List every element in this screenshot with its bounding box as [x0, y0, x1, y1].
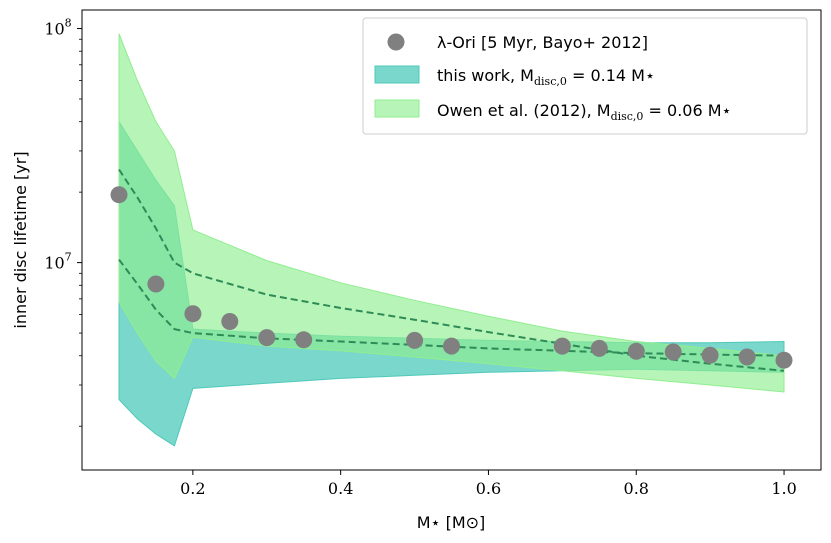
- data-point: [258, 329, 276, 347]
- legend: λ-Ori [5 Myr, Bayo+ 2012] this work, Mdi…: [362, 17, 808, 135]
- data-point: [775, 351, 793, 369]
- data-point: [701, 346, 719, 364]
- legend-swatch-owen: [374, 99, 420, 118]
- legend-label-owen: Owen et al. (2012), Mdisc,0 = 0.06 M⋆: [437, 101, 732, 123]
- legend-label-observed: λ-Ori [5 Myr, Bayo+ 2012]: [437, 33, 648, 52]
- data-point: [221, 313, 239, 330]
- band-owen: [118, 33, 785, 393]
- x-tick-label: 0.6: [476, 479, 501, 498]
- data-point: [627, 342, 645, 360]
- data-point: [295, 331, 313, 349]
- data-point: [553, 337, 571, 355]
- legend-swatch-this-work: [374, 65, 420, 84]
- y-tick-label: 107: [44, 251, 71, 273]
- x-tick-label: 0.2: [180, 479, 205, 498]
- y-axis-label: inner disc lifetime [yr]: [11, 151, 30, 328]
- data-points-layer: [110, 186, 793, 369]
- legend-label-this-work: this work, Mdisc,0 = 0.14 M⋆: [437, 66, 655, 88]
- bands-layer: [118, 33, 785, 447]
- y-tick-label: 108: [44, 17, 71, 39]
- data-point: [590, 339, 608, 357]
- data-point: [184, 305, 202, 323]
- data-point: [738, 348, 756, 366]
- y-axis-ticks: 107 108: [44, 17, 82, 427]
- x-tick-label: 0.8: [624, 479, 649, 498]
- legend-marker-observed: [387, 33, 405, 51]
- plot-frame: [81, 9, 822, 471]
- data-point: [147, 275, 165, 293]
- x-axis-label: M⋆ [M⊙]: [417, 513, 486, 532]
- x-tick-label: 1.0: [771, 479, 796, 498]
- data-point: [406, 331, 424, 349]
- median-line-2: [118, 168, 785, 372]
- x-axis-ticks: 0.2 0.4 0.6 0.8 1.0: [180, 470, 797, 498]
- legend-frame: [362, 17, 808, 135]
- x-tick-label: 0.4: [328, 479, 353, 498]
- data-point: [664, 343, 682, 361]
- data-point: [443, 337, 460, 355]
- data-point: [110, 186, 128, 204]
